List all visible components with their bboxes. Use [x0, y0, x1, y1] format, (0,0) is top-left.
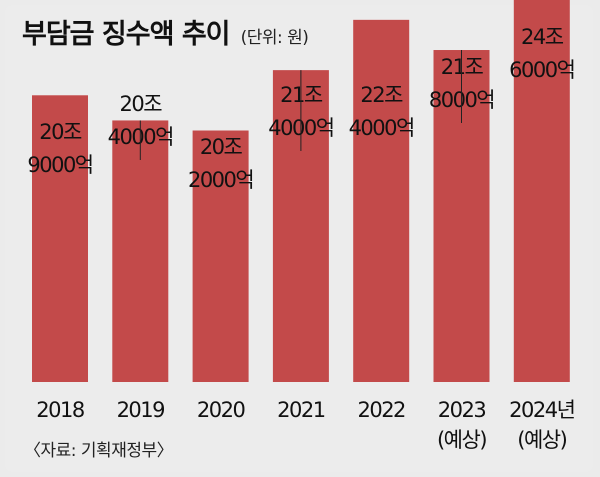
data-label-2018-1: 20조	[39, 120, 82, 144]
data-label-2022-2: 4000억	[349, 116, 414, 140]
data-label-2021-1: 21조	[280, 83, 323, 107]
data-label-2023-1: 21조	[441, 55, 484, 79]
category-label-2024-note: (예상)	[517, 428, 566, 452]
data-label-2020-2: 2000억	[188, 168, 253, 192]
data-label-2018-2: 9000억	[27, 153, 92, 177]
category-label-2024: 2024년	[509, 398, 574, 422]
bar-2018	[32, 95, 88, 382]
source-note: 〈자료: 기획재정부〉	[24, 441, 174, 461]
category-label-2023: 2023	[438, 398, 486, 422]
data-label-2022-1: 22조	[360, 83, 403, 107]
data-label-2021-2: 4000억	[268, 116, 333, 140]
category-label-2018: 2018	[36, 398, 84, 422]
category-label-2022: 2022	[357, 398, 405, 422]
data-label-2024-2: 6000억	[509, 58, 574, 82]
data-label-2024-1: 24조	[521, 25, 564, 49]
data-label-2020-1: 20조	[200, 135, 243, 159]
data-label-2019-2: 4000억	[108, 125, 173, 149]
bar-2019	[112, 120, 169, 382]
chart-title: 부담금 징수액 추이	[22, 19, 231, 50]
data-label-2023-2: 8000억	[429, 88, 494, 112]
category-label-2021: 2021	[277, 398, 325, 422]
category-label-2019: 2019	[117, 398, 165, 422]
data-label-2019-1: 20조	[120, 92, 163, 116]
category-label-2023-note: (예상)	[437, 428, 486, 452]
title-row: 부담금 징수액 추이 (단위: 원)	[22, 12, 309, 51]
bar-2020	[192, 130, 249, 382]
bar-2022	[353, 19, 410, 383]
bar-2024	[513, 0, 570, 383]
category-label-2020: 2020	[197, 398, 245, 422]
unit-note: (단위: 원)	[240, 28, 309, 48]
